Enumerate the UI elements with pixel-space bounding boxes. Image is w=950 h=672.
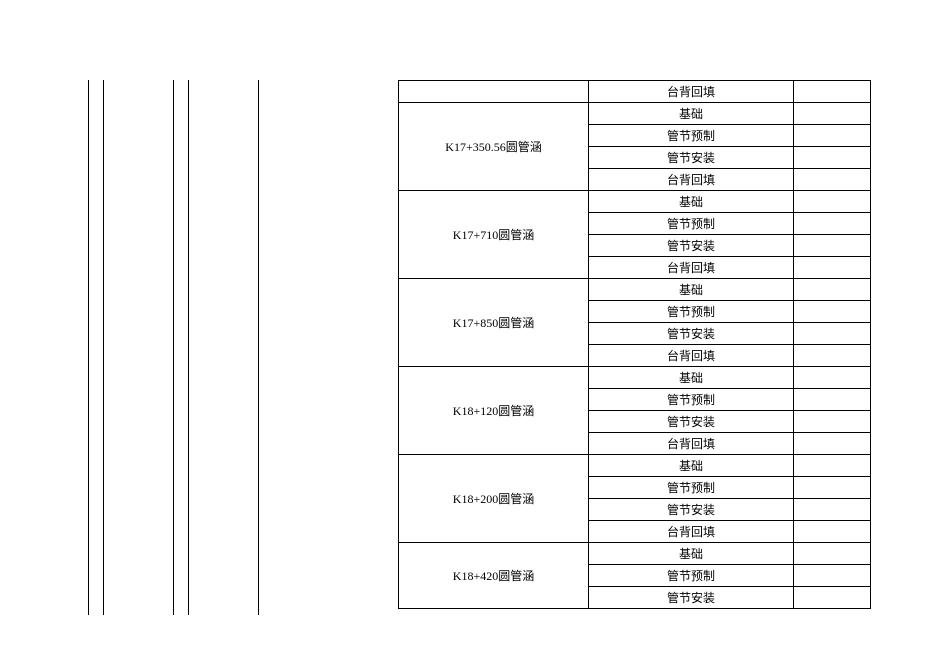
blank-cell: [794, 521, 871, 543]
item-cell: 管节预制: [589, 213, 794, 235]
item-cell: 基础: [589, 543, 794, 565]
item-cell: 台背回填: [589, 521, 794, 543]
rule-4: [188, 80, 189, 615]
item-cell: 管节安装: [589, 147, 794, 169]
blank-cell: [794, 213, 871, 235]
item-cell: 台背回填: [589, 81, 794, 103]
item-cell: 管节安装: [589, 411, 794, 433]
table-row: K18+420圆管涵基础: [399, 543, 871, 565]
blank-cell: [794, 543, 871, 565]
table-row: K17+850圆管涵基础: [399, 279, 871, 301]
blank-cell: [794, 147, 871, 169]
blank-cell: [794, 81, 871, 103]
item-cell: 台背回填: [589, 433, 794, 455]
blank-cell: [794, 455, 871, 477]
item-cell: 管节安装: [589, 499, 794, 521]
table-row: K18+120圆管涵基础: [399, 367, 871, 389]
blank-cell: [794, 191, 871, 213]
blank-cell: [794, 279, 871, 301]
page: 台背回填K17+350.56圆管涵基础管节预制管节安装台背回填K17+710圆管…: [0, 0, 950, 672]
rule-1: [88, 80, 89, 615]
blank-cell: [794, 389, 871, 411]
group-cell: K18+420圆管涵: [399, 543, 589, 609]
blank-cell: [794, 587, 871, 609]
rule-2: [103, 80, 104, 615]
blank-cell: [794, 499, 871, 521]
blank-cell: [794, 301, 871, 323]
blank-cell: [794, 345, 871, 367]
blank-cell: [794, 433, 871, 455]
item-cell: 基础: [589, 455, 794, 477]
culvert-table: 台背回填K17+350.56圆管涵基础管节预制管节安装台背回填K17+710圆管…: [398, 80, 871, 609]
blank-cell: [794, 565, 871, 587]
blank-cell: [794, 323, 871, 345]
blank-cell: [794, 169, 871, 191]
blank-cell: [794, 367, 871, 389]
table-row: K17+710圆管涵基础: [399, 191, 871, 213]
item-cell: 基础: [589, 103, 794, 125]
item-cell: 管节预制: [589, 477, 794, 499]
item-cell: 管节安装: [589, 235, 794, 257]
table-row: 台背回填: [399, 81, 871, 103]
item-cell: 管节预制: [589, 565, 794, 587]
item-cell: 台背回填: [589, 345, 794, 367]
group-cell: K17+710圆管涵: [399, 191, 589, 279]
group-cell: K18+120圆管涵: [399, 367, 589, 455]
rule-3: [173, 80, 174, 615]
item-cell: 基础: [589, 279, 794, 301]
item-cell: 基础: [589, 191, 794, 213]
blank-cell: [794, 235, 871, 257]
item-cell: 管节安装: [589, 587, 794, 609]
blank-cell: [794, 257, 871, 279]
blank-cell: [794, 411, 871, 433]
group-cell: K18+200圆管涵: [399, 455, 589, 543]
item-cell: 基础: [589, 367, 794, 389]
table-row: K17+350.56圆管涵基础: [399, 103, 871, 125]
table-row: K18+200圆管涵基础: [399, 455, 871, 477]
item-cell: 管节预制: [589, 389, 794, 411]
blank-cell: [794, 103, 871, 125]
item-cell: 管节安装: [589, 323, 794, 345]
item-cell: 台背回填: [589, 257, 794, 279]
item-cell: 管节预制: [589, 125, 794, 147]
rule-5: [258, 80, 259, 615]
group-cell: K17+850圆管涵: [399, 279, 589, 367]
blank-cell: [794, 477, 871, 499]
group-cell-cont: [399, 81, 589, 103]
blank-cell: [794, 125, 871, 147]
item-cell: 台背回填: [589, 169, 794, 191]
group-cell: K17+350.56圆管涵: [399, 103, 589, 191]
item-cell: 管节预制: [589, 301, 794, 323]
